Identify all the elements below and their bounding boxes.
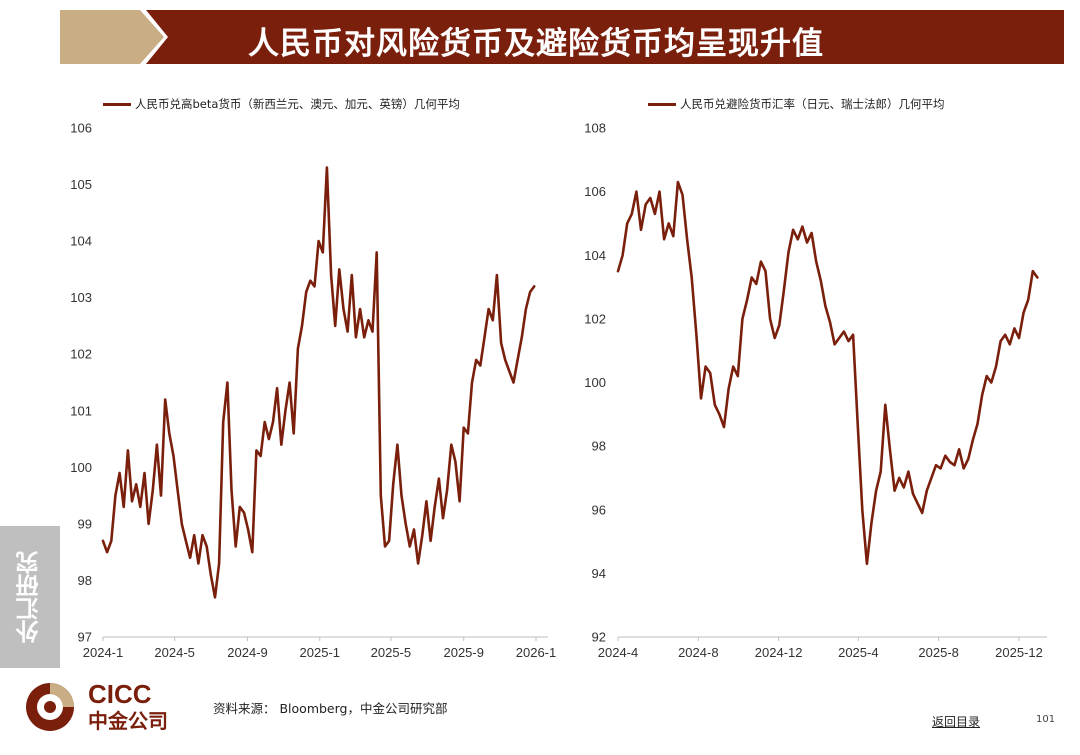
y-tick-label: 92: [592, 630, 606, 645]
y-tick-label: 103: [70, 290, 92, 305]
y-tick-label: 97: [78, 630, 92, 645]
y-tick-label: 106: [70, 121, 92, 136]
y-tick-label: 96: [592, 502, 606, 517]
title-bar: 人民币对风险货币及避险货币均呈现升值: [60, 10, 1064, 64]
y-tick-label: 106: [584, 184, 606, 199]
logo-dot: [44, 701, 56, 713]
title-red-band: [146, 10, 1064, 64]
cicc-logo: CICC 中金公司: [20, 678, 195, 736]
x-tick-label: 2024-5: [154, 645, 194, 660]
source-note: 资料来源： Bloomberg，中金公司研究部: [213, 701, 448, 716]
x-tick-label: 2025-12: [995, 645, 1043, 660]
y-tick-label: 100: [70, 460, 92, 475]
y-tick-label: 105: [70, 177, 92, 192]
x-tick-label: 2025-9: [443, 645, 483, 660]
series-line: [616, 180, 1039, 566]
back-to-contents-link[interactable]: 返回目录: [932, 715, 981, 729]
logo-swoosh: [50, 683, 74, 707]
chart-1-legend: 人民币兑高beta货币（新西兰元、澳元、加元、英镑）几何平均: [103, 96, 460, 112]
x-tick-label: 2024-12: [755, 645, 803, 660]
y-tick-label: 99: [78, 516, 92, 531]
y-tick-label: 104: [70, 234, 92, 249]
y-tick-label: 94: [592, 566, 606, 581]
legend-swatch: [648, 102, 676, 106]
y-tick-label: 101: [70, 403, 92, 418]
chart-1: 97 98 99 100 101 102 103 104 105 106 2024-1 2024-5 2…: [0, 88, 560, 678]
x-tick-label: 2024-8: [678, 645, 718, 660]
x-tick-label: 2025-5: [371, 645, 411, 660]
x-tick-label: 2025-4: [838, 645, 878, 660]
series-line: [101, 166, 536, 599]
logo-text-cn: 中金公司: [88, 709, 168, 732]
legend-swatch: [103, 102, 131, 106]
chart-2: 92 94 96 98 100 102 104 106 108 2024-4 2024-8 2024-…: [560, 88, 1080, 678]
chart-1-legend-label: 人民币兑高beta货币（新西兰元、澳元、加元、英镑）几何平均: [135, 97, 460, 111]
chart-1-svg: 97 98 99 100 101 102 103 104 105 106 2024-1 2024-5 2…: [70, 121, 556, 661]
x-tick-label: 2024-9: [227, 645, 267, 660]
y-tick-label: 98: [78, 573, 92, 588]
side-tab[interactable]: 外汇研究: [0, 526, 60, 668]
x-tick-label: 2024-1: [83, 645, 123, 660]
page-number: 101: [1036, 714, 1056, 725]
x-tick-label: 2025-1: [300, 645, 340, 660]
title-gold-arrow: [60, 10, 164, 64]
page-title: 人民币对风险货币及避险货币均呈现升值: [248, 26, 824, 62]
y-tick-label: 108: [584, 121, 606, 136]
x-tick-label: 2024-4: [598, 645, 638, 660]
x-tick-label: 2025-8: [918, 645, 958, 660]
y-tick-label: 100: [584, 375, 606, 390]
cicc-logo-graphic: CICC 中金公司: [26, 679, 168, 733]
title-banner-graphic: [60, 10, 1064, 64]
chart-2-svg: 92 94 96 98 100 102 104 106 108 2024-4 2024-8 2024-…: [584, 121, 1047, 660]
y-tick-label: 104: [584, 248, 606, 263]
y-tick-label: 98: [592, 439, 606, 454]
chart-2-legend-label: 人民币兑避险货币汇率（日元、瑞士法郎）几何平均: [680, 97, 945, 111]
chart-2-legend: 人民币兑避险货币汇率（日元、瑞士法郎）几何平均: [648, 96, 945, 112]
y-tick-label: 102: [70, 347, 92, 362]
logo-text-en: CICC: [88, 679, 152, 709]
y-tick-label: 102: [584, 311, 606, 326]
x-tick-label: 2026-1: [516, 645, 556, 660]
